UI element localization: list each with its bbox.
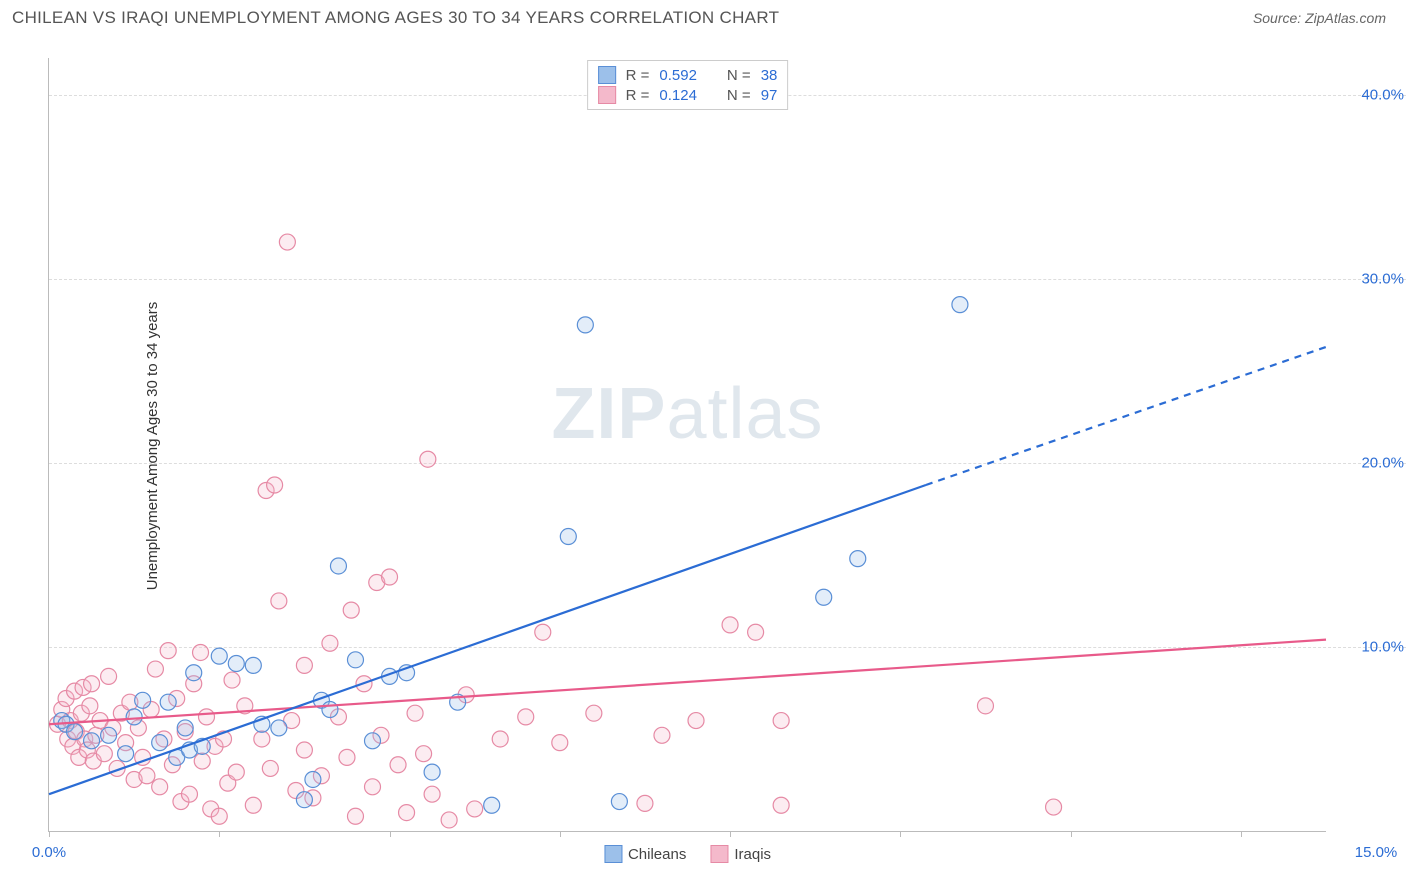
x-min-label: 0.0% — [32, 844, 66, 861]
chart-source: Source: ZipAtlas.com — [1253, 10, 1386, 26]
y-tick-label: 40.0% — [1332, 86, 1404, 103]
r-value-chileans: 0.592 — [659, 67, 697, 84]
legend-label-iraqis: Iraqis — [734, 846, 771, 863]
chart-title: CHILEAN VS IRAQI UNEMPLOYMENT AMONG AGES… — [12, 8, 779, 28]
r-label: R = — [626, 67, 650, 84]
swatch-iraqis — [598, 86, 616, 104]
series-legend: Chileans Iraqis — [604, 845, 771, 863]
scatter-svg — [49, 58, 1326, 831]
legend-row-iraqis: R = 0.124 N = 97 — [598, 85, 778, 105]
swatch-chileans — [598, 66, 616, 84]
y-tick-label: 30.0% — [1332, 270, 1404, 287]
legend-label-chileans: Chileans — [628, 846, 686, 863]
correlation-legend: R = 0.592 N = 38 R = 0.124 N = 97 — [587, 60, 789, 110]
legend-row-chileans: R = 0.592 N = 38 — [598, 65, 778, 85]
n-label: N = — [727, 87, 751, 104]
x-max-label: 15.0% — [1355, 844, 1398, 861]
chart-plot-area: ZIPatlas 10.0%20.0%30.0%40.0% R = 0.592 … — [48, 58, 1326, 832]
legend-item-iraqis: Iraqis — [710, 845, 771, 863]
legend-item-chileans: Chileans — [604, 845, 686, 863]
chart-header: CHILEAN VS IRAQI UNEMPLOYMENT AMONG AGES… — [0, 0, 1406, 32]
n-value-iraqis: 97 — [761, 87, 778, 104]
n-value-chileans: 38 — [761, 67, 778, 84]
swatch-chileans-icon — [604, 845, 622, 863]
r-label: R = — [626, 87, 650, 104]
swatch-iraqis-icon — [710, 845, 728, 863]
y-tick-label: 20.0% — [1332, 454, 1404, 471]
r-value-iraqis: 0.124 — [659, 87, 697, 104]
n-label: N = — [727, 67, 751, 84]
y-tick-label: 10.0% — [1332, 638, 1404, 655]
